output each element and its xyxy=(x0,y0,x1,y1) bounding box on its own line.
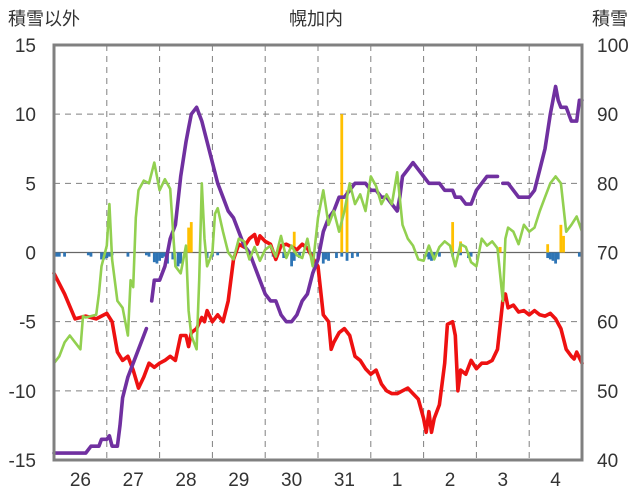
precip-bar xyxy=(89,252,93,257)
precip-bar xyxy=(551,252,555,261)
left-tick-label: 5 xyxy=(25,174,36,195)
precip-bar xyxy=(152,252,156,263)
right-tick-label: 40 xyxy=(597,451,618,472)
right-axis-title: 積雪 xyxy=(592,9,628,29)
sunshine-bar xyxy=(451,222,455,253)
precip-bar xyxy=(345,252,349,261)
sunshine-bar xyxy=(187,227,191,253)
left-tick-label: -5 xyxy=(19,313,36,334)
sunshine-bar xyxy=(562,235,565,253)
precip-bar xyxy=(438,252,441,257)
right-tick-label: 80 xyxy=(597,174,618,195)
precip-bar xyxy=(548,252,552,260)
sunshine-bar xyxy=(546,244,550,253)
precip-bar xyxy=(147,252,151,257)
left-tick-label: 15 xyxy=(15,36,36,57)
x-tick-label: 28 xyxy=(175,470,196,491)
precip-bar xyxy=(350,252,354,259)
sunshine-bar xyxy=(559,224,563,253)
precip-bar xyxy=(179,252,183,264)
precip-bar xyxy=(432,252,436,259)
x-axis-ticks: 26 27 28 29 30 31 1 2 3 4 xyxy=(70,470,561,491)
chart-title: 幌加内 xyxy=(289,9,343,29)
sunshine-bar xyxy=(345,190,349,253)
wind-line xyxy=(52,161,584,365)
precip-bar xyxy=(63,252,66,257)
x-tick-label: 1 xyxy=(392,470,403,491)
precip-bar xyxy=(546,252,550,259)
x-tick-label: 26 xyxy=(70,470,91,491)
precip-bar xyxy=(430,252,433,261)
snow_depth-line xyxy=(500,84,584,199)
precip-bar xyxy=(155,252,159,264)
snow_depth-line xyxy=(52,326,149,455)
precip-bar xyxy=(459,252,462,256)
precip-bar xyxy=(554,252,557,264)
x-tick-label: 4 xyxy=(550,470,561,491)
precip-bar xyxy=(469,252,473,257)
precip-bar xyxy=(176,252,180,267)
right-tick-label: 70 xyxy=(597,244,618,265)
left-tick-label: 0 xyxy=(25,244,36,265)
temperature-line xyxy=(52,232,584,435)
precip-bar xyxy=(282,252,286,259)
x-tick-label: 31 xyxy=(334,470,355,491)
right-tick-label: 60 xyxy=(597,313,618,334)
x-tick-label: 3 xyxy=(498,470,509,491)
sunshine-bar xyxy=(340,114,344,253)
precip-bar xyxy=(86,252,90,256)
line-series xyxy=(52,84,584,455)
precip-bar xyxy=(327,252,330,261)
precip-bar xyxy=(55,252,59,257)
precip-bar xyxy=(171,252,175,260)
precip-bar xyxy=(290,252,293,267)
left-axis-ticks: 15 10 5 0 -5 -10 -15 xyxy=(9,36,36,472)
x-tick-label: 27 xyxy=(123,470,144,491)
precip-bar xyxy=(292,252,296,261)
precip-bar xyxy=(100,252,103,260)
left-tick-label: -15 xyxy=(9,451,36,472)
precip-bar xyxy=(160,252,164,259)
precip-bar xyxy=(163,252,167,257)
precip-bar xyxy=(145,252,148,256)
plot-frame xyxy=(52,43,584,462)
sunshine-bar xyxy=(189,222,193,253)
precip-bar xyxy=(321,252,325,264)
precip-bar xyxy=(126,252,130,257)
right-tick-label: 90 xyxy=(597,105,618,126)
precip-bar xyxy=(158,252,161,261)
precip-bar xyxy=(335,252,338,259)
sunshine-bars xyxy=(187,114,565,253)
right-tick-label: 50 xyxy=(597,382,618,403)
snow_depth-line xyxy=(149,105,500,324)
left-tick-label: -10 xyxy=(9,382,36,403)
precip-bar xyxy=(57,252,61,257)
precip-bar xyxy=(577,252,581,257)
precip-bar xyxy=(556,252,560,260)
sunshine-bar xyxy=(292,231,296,253)
right-axis-ticks: 100 90 80 70 60 50 40 xyxy=(597,36,629,472)
precip-bar xyxy=(340,252,344,257)
right-tick-label: 100 xyxy=(597,36,629,57)
precip-bar xyxy=(324,252,328,260)
precip-bar xyxy=(108,252,111,257)
left-axis-title: 積雪以外 xyxy=(8,9,80,29)
x-tick-label: 2 xyxy=(445,470,456,491)
precip-bar xyxy=(216,252,220,256)
precip-bar xyxy=(427,252,431,260)
x-tick-label: 30 xyxy=(281,470,302,491)
left-tick-label: 10 xyxy=(15,105,36,126)
x-tick-label: 29 xyxy=(228,470,249,491)
precip-bar xyxy=(356,252,359,257)
precip-bar xyxy=(105,252,109,259)
sunshine-bar xyxy=(498,246,502,253)
